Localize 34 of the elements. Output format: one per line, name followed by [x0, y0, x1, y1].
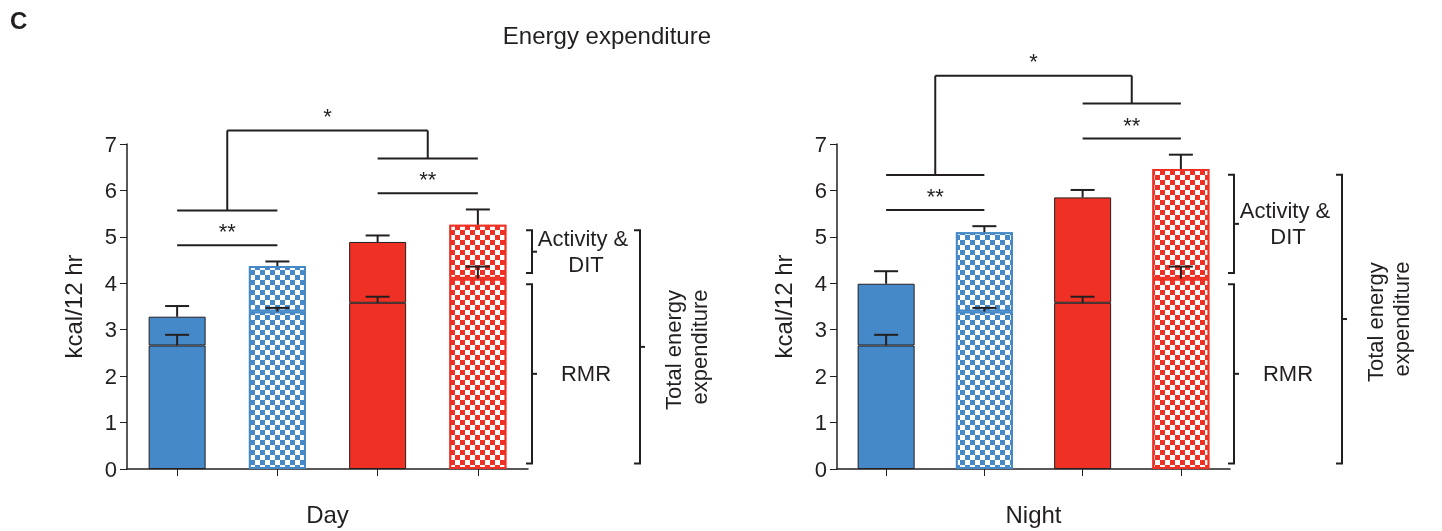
legend-label: RMR [1262, 361, 1314, 387]
y-tick-label: 7 [104, 131, 117, 157]
legend-label: Activity & DIT [537, 226, 635, 278]
text: Energy expenditure [502, 21, 711, 49]
y-tick-label: 0 [104, 456, 117, 482]
y-tick-label: 2 [814, 363, 827, 389]
text: Total energy expenditure [660, 283, 712, 410]
y-axis-title: kcal/12 hr [769, 254, 797, 359]
y-tick-label: 3 [104, 317, 117, 343]
y-tick-label: 0 [814, 456, 827, 482]
y-tick-label: 1 [814, 410, 827, 436]
annotation: ** [926, 184, 945, 210]
text: C [10, 6, 28, 34]
text: ** [1123, 112, 1141, 138]
legend-label: Activity & DIT [1239, 198, 1337, 250]
y-tick-label: 6 [814, 177, 827, 203]
y-axis-title: kcal/12 hr [59, 254, 87, 359]
y-tick-label: 3 [814, 317, 827, 343]
annotation: ** [419, 167, 437, 193]
y-tick-label: 5 [104, 224, 117, 250]
text: * [323, 104, 333, 130]
y-tick-label: 5 [814, 224, 827, 250]
y-tick-label: 7 [814, 131, 827, 157]
y-tick-label: 4 [104, 270, 117, 296]
x-axis-title: Night [1005, 500, 1062, 528]
y-tick-label: 4 [814, 270, 827, 296]
annotation: ** [218, 219, 237, 245]
text: Total energy expenditure [1362, 256, 1414, 383]
x-axis-title: Day [306, 500, 349, 528]
y-tick-label: 2 [104, 363, 117, 389]
y-tick-label: 6 [104, 177, 117, 203]
legend-label: RMR [560, 361, 612, 387]
text: * [1029, 49, 1039, 75]
y-tick-label: 1 [104, 410, 117, 436]
